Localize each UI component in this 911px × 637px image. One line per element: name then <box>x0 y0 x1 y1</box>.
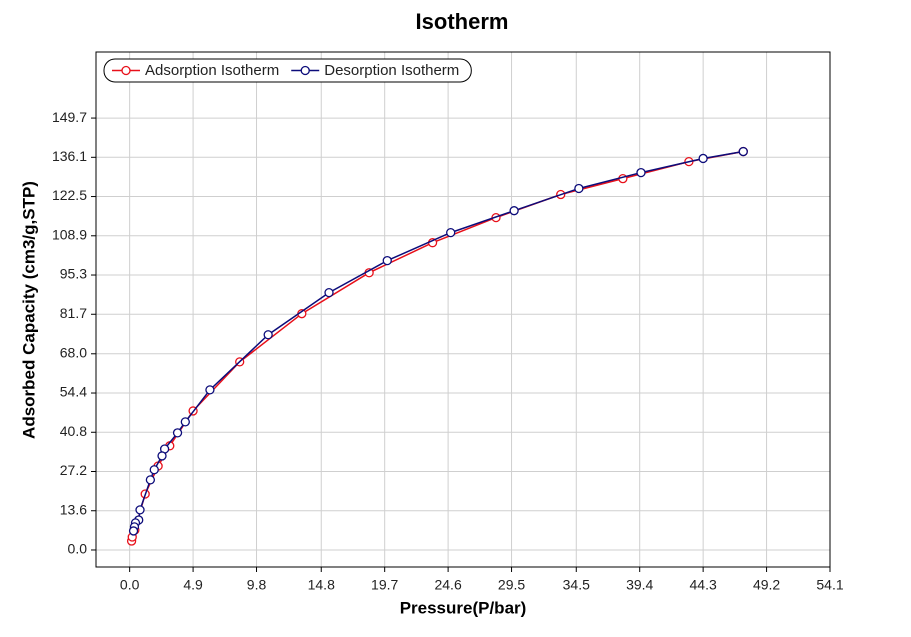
x-tick-label: 0.0 <box>120 577 140 593</box>
data-point <box>509 206 519 216</box>
chart-title: Isotherm <box>416 9 509 34</box>
x-tick-label: 29.5 <box>498 577 525 593</box>
x-tick-label: 9.8 <box>247 577 267 593</box>
data-point <box>149 465 159 475</box>
data-point <box>382 255 392 266</box>
data-point <box>446 227 456 238</box>
data-point <box>205 385 215 395</box>
legend-marker <box>300 65 310 76</box>
data-point <box>172 428 183 438</box>
y-tick-label: 95.3 <box>60 266 87 282</box>
legend-marker <box>121 65 131 76</box>
data-point <box>128 526 139 536</box>
data-point <box>738 146 748 157</box>
y-tick-label: 40.8 <box>60 423 87 439</box>
y-tick-label: 68.0 <box>60 344 87 360</box>
y-tick-label: 108.9 <box>52 226 87 242</box>
x-tick-label: 4.9 <box>183 577 203 593</box>
plot-frame <box>95 51 831 568</box>
plot-area <box>96 52 830 567</box>
x-tick-label: 24.6 <box>434 577 461 593</box>
data-point <box>263 330 273 340</box>
x-tick-label: 49.2 <box>753 577 780 593</box>
y-axis-label: Adsorbed Capacity (cm3/g,STP) <box>19 181 38 439</box>
data-point <box>157 451 167 461</box>
y-tick-label: 13.6 <box>60 501 87 517</box>
legend: Adsorption Isotherm Desorption Isotherm <box>103 58 472 83</box>
x-tick-label: 34.5 <box>563 577 590 593</box>
data-point <box>145 475 156 485</box>
data-point <box>698 153 708 164</box>
data-point <box>180 417 190 427</box>
y-tick-label: 122.5 <box>52 187 87 203</box>
x-tick-label: 19.7 <box>371 577 398 593</box>
data-point <box>574 183 584 194</box>
legend-box <box>103 58 472 83</box>
y-tick-label: 0.0 <box>68 541 88 557</box>
y-tick-label: 81.7 <box>60 305 87 321</box>
data-point <box>135 505 145 515</box>
legend-label: Desorption Isotherm <box>324 62 459 79</box>
x-tick-label: 54.1 <box>816 577 843 593</box>
y-tick-label: 149.7 <box>52 109 87 125</box>
data-point <box>324 287 334 298</box>
x-tick-label: 14.8 <box>308 577 335 593</box>
x-tick-label: 39.4 <box>626 577 653 593</box>
x-tick-label: 44.3 <box>690 577 717 593</box>
y-tick-label: 54.4 <box>60 384 87 400</box>
legend-label: Adsorption Isotherm <box>145 62 279 79</box>
y-tick-label: 27.2 <box>60 462 87 478</box>
y-tick-label: 136.1 <box>52 148 87 164</box>
x-axis-label: Pressure(P/bar) <box>400 598 527 617</box>
data-point <box>636 167 646 178</box>
